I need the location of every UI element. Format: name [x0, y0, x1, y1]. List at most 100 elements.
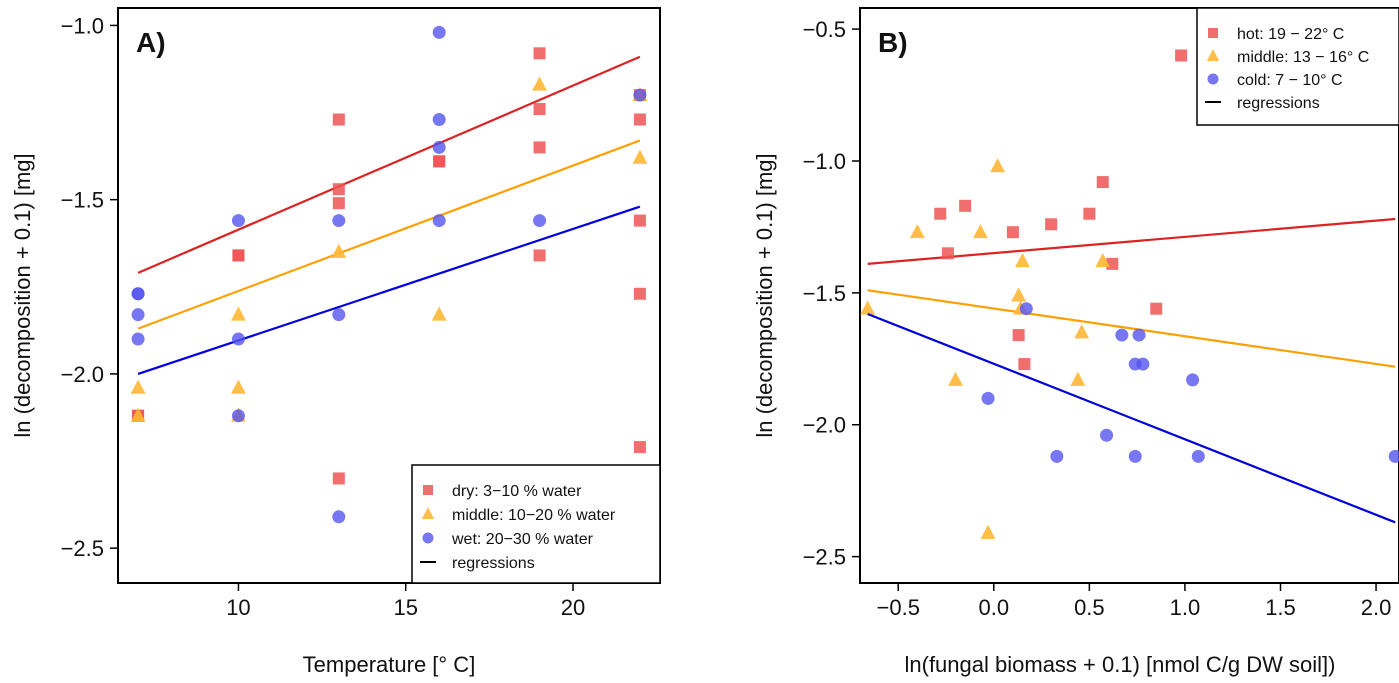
data-point [332, 214, 346, 228]
data-point [231, 306, 246, 321]
x-tick-label: 15 [393, 595, 417, 620]
data-point [1115, 328, 1129, 342]
data-point [1070, 371, 1086, 386]
regression-line [137, 205, 641, 375]
x-tick-label: 0.5 [1074, 595, 1105, 620]
x-axis-label: Temperature [° C] [303, 652, 476, 677]
data-point [1074, 324, 1090, 339]
panel-b: −0.5 0.0 0.5 1.0 1.5 2.0 −0.5 −1.0 −1.5 −2.0 −2.5 l… [752, 7, 1399, 677]
x-tick-label: 20 [561, 595, 585, 620]
x-tick-label: 1.0 [1170, 595, 1201, 620]
data-point [632, 149, 648, 164]
legend-label: middle: 10−20 % water [452, 507, 616, 524]
data-point [1018, 358, 1031, 371]
regression-line [137, 55, 641, 274]
series-circle [131, 25, 647, 524]
data-point [941, 247, 954, 260]
data-point [633, 441, 646, 454]
data-point [1006, 226, 1019, 239]
x-tick-label: 2.0 [1361, 595, 1392, 620]
plot-frame [859, 7, 1399, 584]
data-point [532, 76, 547, 91]
data-point [131, 332, 145, 346]
legend-label: middle: 13 − 16° C [1237, 49, 1369, 66]
y-axis-label: ln (decomposition + 0.1) [mg] [752, 153, 777, 437]
data-point [432, 25, 446, 39]
data-point [633, 88, 647, 102]
data-point [934, 207, 947, 220]
legend-marker [421, 507, 435, 519]
legend-marker [423, 485, 433, 495]
data-point [231, 409, 245, 423]
y-tick-label: −2.5 [803, 545, 846, 570]
x-tick-label: −0.5 [877, 595, 920, 620]
data-point [332, 510, 346, 524]
data-point [909, 224, 925, 239]
legend-marker [1208, 28, 1218, 38]
data-point [130, 379, 146, 394]
data-point [433, 155, 446, 168]
data-point [1012, 329, 1025, 342]
data-point [1186, 373, 1200, 387]
data-point [130, 407, 146, 422]
regression-line [137, 139, 641, 330]
legend-label: regressions [1237, 95, 1320, 112]
y-tick-label: −1.5 [803, 281, 846, 306]
panel-label: A) [136, 27, 166, 58]
data-point [533, 47, 546, 60]
data-point [1132, 328, 1146, 342]
data-point [131, 308, 145, 322]
data-point [432, 140, 446, 154]
legend-marker [1207, 73, 1219, 85]
legend-label: cold: 7 − 10° C [1237, 72, 1343, 89]
data-point [1150, 302, 1163, 315]
data-point [533, 214, 547, 228]
data-point [1388, 449, 1399, 463]
x-tick-label: 10 [226, 595, 250, 620]
data-point [332, 113, 345, 126]
legend-box [1196, 7, 1399, 126]
legend-label: hot: 19 − 22° C [1237, 26, 1344, 43]
series-triangle [130, 76, 648, 422]
series-square [132, 47, 646, 485]
data-point [431, 306, 447, 321]
data-point [959, 199, 972, 212]
data-point [980, 524, 996, 539]
series-triangle [860, 158, 1396, 539]
x-tick-label: 0.0 [978, 595, 1009, 620]
data-point [1019, 302, 1033, 316]
plot-frame [117, 7, 661, 584]
data-point [1136, 357, 1150, 371]
data-point [633, 113, 646, 126]
legend-marker [422, 532, 434, 544]
x-axis-label: ln(fungal biomass + 0.1) [nmol C/g DW so… [905, 652, 1336, 677]
data-point [948, 371, 964, 386]
data-point [231, 379, 246, 394]
regression-line [867, 312, 1396, 524]
legend-label: regressions [452, 555, 535, 572]
regression-line [867, 289, 1396, 368]
data-point [331, 243, 347, 258]
data-point [231, 332, 245, 346]
legend-label: dry: 3−10 % water [452, 483, 582, 500]
y-tick-label: −0.5 [803, 17, 846, 42]
data-point [1128, 449, 1142, 463]
data-point [533, 141, 546, 154]
data-point [231, 214, 245, 228]
series-square [867, 49, 1396, 371]
y-tick-label: −1.0 [61, 13, 104, 38]
series-circle [867, 302, 1399, 524]
y-axis-label: ln (decomposition + 0.1) [mg] [10, 153, 35, 437]
data-point [633, 287, 646, 300]
data-point [1175, 49, 1188, 62]
data-point [1095, 253, 1111, 268]
y-tick-label: −2.0 [803, 413, 846, 438]
data-point [1011, 287, 1027, 302]
data-point [232, 249, 245, 262]
legend-box [411, 464, 661, 584]
data-point [1045, 218, 1058, 231]
data-point [332, 183, 345, 196]
data-point [533, 103, 546, 116]
data-point [131, 287, 145, 301]
data-point [1191, 449, 1205, 463]
